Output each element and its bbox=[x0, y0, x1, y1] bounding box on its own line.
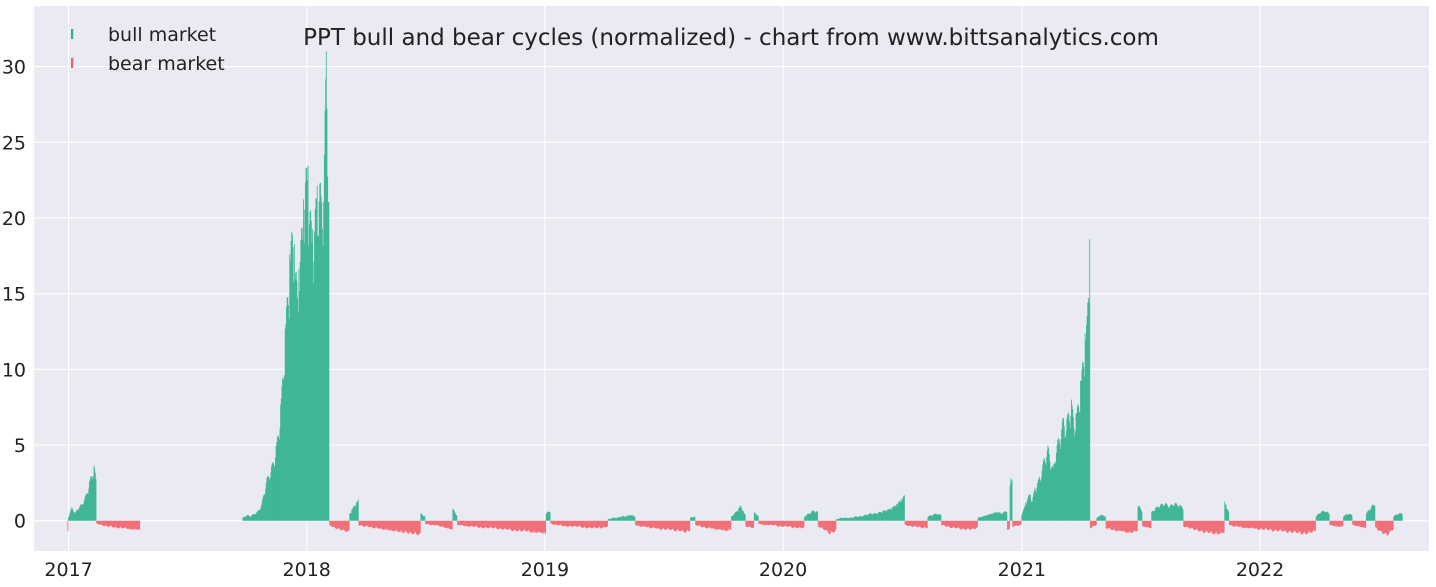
y-tick-label: 10 bbox=[2, 359, 26, 381]
x-tick-label: 2017 bbox=[44, 559, 92, 581]
y-tick-label: 30 bbox=[2, 57, 26, 79]
x-tick-label: 2020 bbox=[759, 559, 807, 581]
y-tick-label: 15 bbox=[2, 284, 26, 306]
bars-layer bbox=[67, 51, 1403, 536]
y-tick-label: 0 bbox=[14, 511, 26, 533]
legend: bull market bear market bbox=[71, 24, 225, 75]
y-axis-ticks: 0 5 10 15 20 25 30 bbox=[2, 57, 26, 533]
legend-marker bbox=[71, 29, 74, 39]
chart-title: PPT bull and bear cycles (normalized) - … bbox=[303, 25, 1159, 51]
series-bull-market bbox=[68, 51, 1403, 521]
legend-label: bear market bbox=[108, 53, 225, 75]
x-axis-ticks: 2017 2018 2019 2020 2021 2022 bbox=[44, 559, 1284, 581]
x-tick-label: 2018 bbox=[283, 559, 331, 581]
x-tick-label: 2019 bbox=[521, 559, 569, 581]
legend-label: bull market bbox=[108, 24, 216, 46]
legend-marker bbox=[71, 58, 74, 68]
x-tick-label: 2022 bbox=[1236, 559, 1284, 581]
grid-layer bbox=[34, 6, 1429, 551]
y-tick-label: 5 bbox=[14, 435, 26, 457]
y-tick-label: 20 bbox=[2, 208, 26, 230]
series-bear-market bbox=[67, 520, 1394, 536]
plot-background bbox=[34, 6, 1429, 551]
y-tick-label: 25 bbox=[2, 132, 26, 154]
x-tick-label: 2021 bbox=[998, 559, 1046, 581]
